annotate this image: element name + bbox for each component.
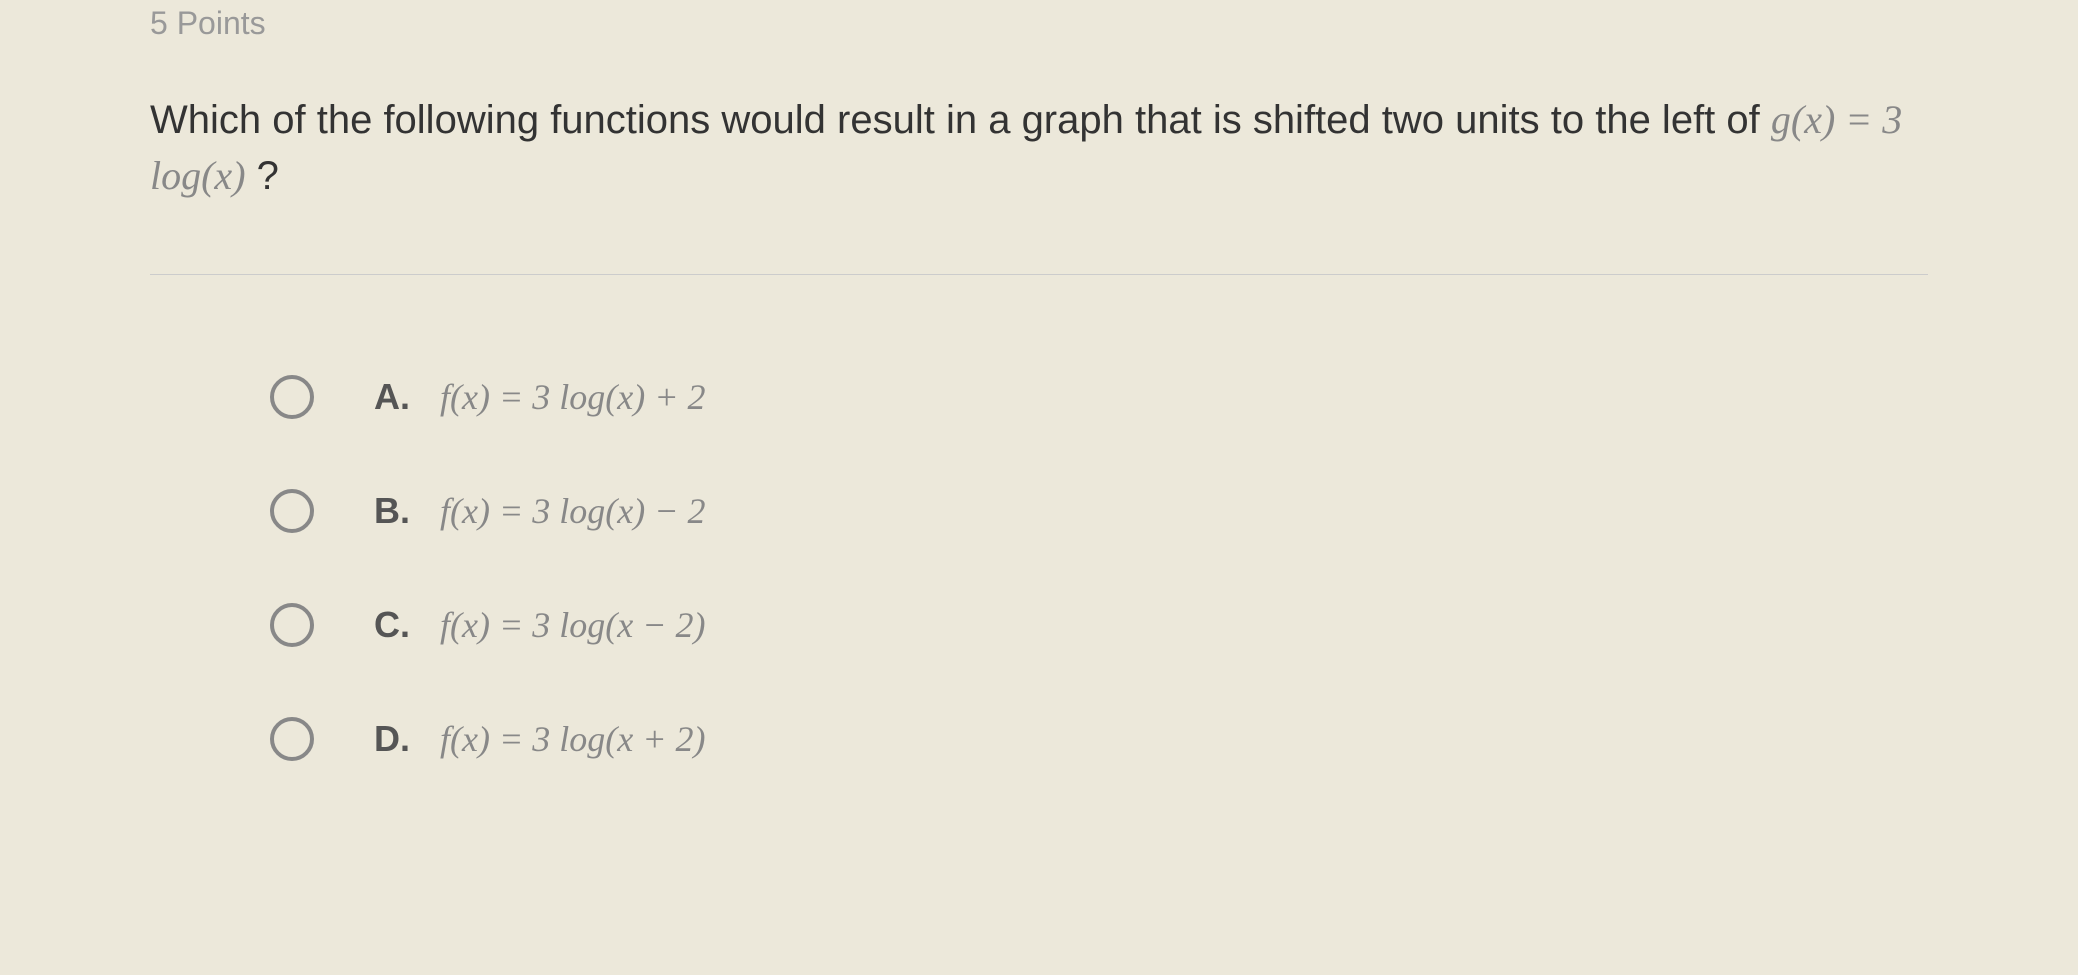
option-equation: f(x) = 3 log(x) − 2 (440, 490, 706, 532)
option-label-c[interactable]: C. f(x) = 3 log(x − 2) (374, 604, 706, 646)
option-label-a[interactable]: A. f(x) = 3 log(x) + 2 (374, 376, 706, 418)
option-letter: D. (374, 718, 410, 760)
option-letter: C. (374, 604, 410, 646)
quiz-content: 5 Points Which of the following function… (0, 5, 2078, 761)
option-row-b: B. f(x) = 3 log(x) − 2 (270, 489, 1928, 533)
radio-button-b[interactable] (270, 489, 314, 533)
option-letter: A. (374, 376, 410, 418)
options-container: A. f(x) = 3 log(x) + 2 B. f(x) = 3 log(x… (150, 375, 1928, 761)
divider (150, 274, 1928, 275)
option-row-d: D. f(x) = 3 log(x + 2) (270, 717, 1928, 761)
option-label-b[interactable]: B. f(x) = 3 log(x) − 2 (374, 490, 706, 532)
option-label-d[interactable]: D. f(x) = 3 log(x + 2) (374, 718, 706, 760)
question-text-part2: ? (257, 154, 279, 198)
option-equation: f(x) = 3 log(x − 2) (440, 604, 706, 646)
option-row-c: C. f(x) = 3 log(x − 2) (270, 603, 1928, 647)
option-row-a: A. f(x) = 3 log(x) + 2 (270, 375, 1928, 419)
question-prompt: Which of the following functions would r… (150, 92, 1928, 204)
option-equation: f(x) = 3 log(x + 2) (440, 718, 706, 760)
radio-button-a[interactable] (270, 375, 314, 419)
points-label: 5 Points (150, 5, 1928, 42)
option-equation: f(x) = 3 log(x) + 2 (440, 376, 706, 418)
radio-button-c[interactable] (270, 603, 314, 647)
radio-button-d[interactable] (270, 717, 314, 761)
question-text-part1: Which of the following functions would r… (150, 98, 1771, 142)
option-letter: B. (374, 490, 410, 532)
